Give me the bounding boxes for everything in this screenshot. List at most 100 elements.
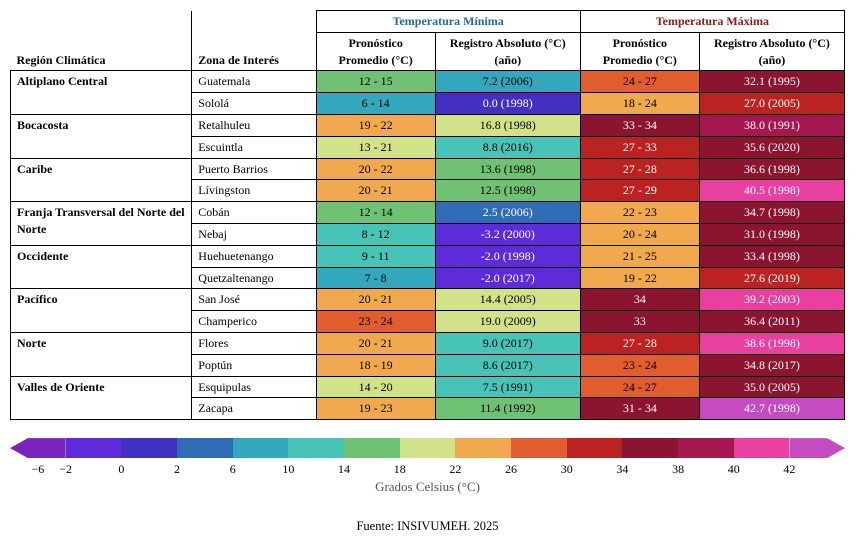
value-cell: 7.5 (1991) [435, 376, 580, 398]
legend-bar [10, 438, 845, 458]
value-cell: 23 - 24 [580, 354, 699, 376]
zone-cell: Guatemala [192, 71, 316, 93]
value-cell: 20 - 21 [316, 332, 435, 354]
value-cell: 13 - 21 [316, 136, 435, 158]
value-cell: 9 - 11 [316, 245, 435, 267]
value-cell: 2.5 (2006) [435, 202, 580, 224]
value-cell: 18 - 24 [580, 93, 699, 115]
value-cell: 20 - 21 [316, 180, 435, 202]
legend-seg [678, 438, 734, 458]
value-cell: 19 - 23 [316, 398, 435, 420]
legend-tick: −6 [10, 462, 66, 477]
value-cell: 27.6 (2019) [699, 267, 844, 289]
legend-tick: 14 [344, 462, 400, 477]
value-cell: -2.0 (1998) [435, 245, 580, 267]
header-region: Región Climática [11, 11, 192, 71]
legend-tick: 42 [789, 462, 845, 477]
legend-tick: 34 [622, 462, 678, 477]
value-cell: 33 - 34 [580, 114, 699, 136]
legend-seg [455, 438, 511, 458]
value-cell: 19 - 22 [580, 267, 699, 289]
legend-label: Grados Celsius (°C) [10, 479, 845, 495]
value-cell: 12 - 14 [316, 202, 435, 224]
value-cell: 31 - 34 [580, 398, 699, 420]
legend-seg [511, 438, 567, 458]
header-max-reg: Registro Absoluto (°C) (año) [699, 32, 844, 71]
table-row: NorteFlores20 - 219.0 (2017)27 - 2838.6 … [11, 332, 845, 354]
value-cell: 8.6 (2017) [435, 354, 580, 376]
value-cell: -3.2 (2000) [435, 223, 580, 245]
value-cell: 12 - 15 [316, 71, 435, 93]
value-cell: 8 - 12 [316, 223, 435, 245]
value-cell: 34.8 (2017) [699, 354, 844, 376]
legend-tick: 2 [177, 462, 233, 477]
value-cell: 34.7 (1998) [699, 202, 844, 224]
legend-tick: 40 [734, 462, 790, 477]
value-cell: 27 - 33 [580, 136, 699, 158]
value-cell: 33.4 (1998) [699, 245, 844, 267]
legend-seg [10, 438, 66, 458]
value-cell: 24 - 27 [580, 71, 699, 93]
header-zone: Zona de Interés [192, 11, 316, 71]
header-min-reg: Registro Absoluto (°C) (año) [435, 32, 580, 71]
header-max-pron: Pronóstico Promedio (°C) [580, 32, 699, 71]
legend-seg [567, 438, 623, 458]
legend-seg [400, 438, 456, 458]
value-cell: 20 - 24 [580, 223, 699, 245]
value-cell: 6 - 14 [316, 93, 435, 115]
value-cell: 27.0 (2005) [699, 93, 844, 115]
legend-seg [288, 438, 344, 458]
zone-cell: San José [192, 289, 316, 311]
legend: −6−202610141822263034384042 Grados Celsi… [10, 438, 845, 495]
value-cell: 35.0 (2005) [699, 376, 844, 398]
legend-seg [734, 438, 790, 458]
table-row: Franja Transversal del Norte del NorteCo… [11, 202, 845, 224]
zone-cell: Puerto Barrios [192, 158, 316, 180]
source-line: Fuente: INSIVUMEH. 2025 [10, 519, 845, 534]
value-cell: 27 - 28 [580, 332, 699, 354]
value-cell: 31.0 (1998) [699, 223, 844, 245]
value-cell: 38.0 (1991) [699, 114, 844, 136]
legend-tick: 22 [455, 462, 511, 477]
zone-cell: Retalhuleu [192, 114, 316, 136]
legend-seg [66, 438, 122, 458]
legend-tick: 26 [511, 462, 567, 477]
legend-seg [622, 438, 678, 458]
table-row: BocacostaRetalhuleu19 - 2216.8 (1998)33 … [11, 114, 845, 136]
value-cell: 11.4 (1992) [435, 398, 580, 420]
zone-cell: Lívingston [192, 180, 316, 202]
region-cell: Occidente [11, 245, 192, 289]
zone-cell: Flores [192, 332, 316, 354]
value-cell: 39.2 (2003) [699, 289, 844, 311]
zone-cell: Cobán [192, 202, 316, 224]
value-cell: 27 - 28 [580, 158, 699, 180]
value-cell: 36.4 (2011) [699, 311, 844, 333]
table-row: Altiplano CentralGuatemala12 - 157.2 (20… [11, 71, 845, 93]
zone-cell: Nebaj [192, 223, 316, 245]
header-group-max: Temperatura Máxima [580, 11, 844, 33]
legend-ticks: −6−202610141822263034384042 [10, 462, 845, 477]
zone-cell: Poptún [192, 354, 316, 376]
legend-tick: 0 [121, 462, 177, 477]
legend-seg [789, 438, 845, 458]
region-cell: Franja Transversal del Norte del Norte [11, 202, 192, 246]
value-cell: 42.7 (1998) [699, 398, 844, 420]
value-cell: 33 [580, 311, 699, 333]
region-cell: Pacífico [11, 289, 192, 333]
table-row: OccidenteHuehuetenango9 - 11-2.0 (1998)2… [11, 245, 845, 267]
legend-seg [121, 438, 177, 458]
value-cell: 27 - 29 [580, 180, 699, 202]
value-cell: 40.5 (1998) [699, 180, 844, 202]
value-cell: 20 - 21 [316, 289, 435, 311]
value-cell: 0.0 (1998) [435, 93, 580, 115]
zone-cell: Champerico [192, 311, 316, 333]
legend-tick: −2 [66, 462, 122, 477]
header-min-pron: Pronóstico Promedio (°C) [316, 32, 435, 71]
value-cell: 14 - 20 [316, 376, 435, 398]
legend-tick: 38 [678, 462, 734, 477]
zone-cell: Quetzaltenango [192, 267, 316, 289]
zone-cell: Esquipulas [192, 376, 316, 398]
zone-cell: Escuintla [192, 136, 316, 158]
table-row: Valles de OrienteEsquipulas14 - 207.5 (1… [11, 376, 845, 398]
region-cell: Valles de Oriente [11, 376, 192, 420]
